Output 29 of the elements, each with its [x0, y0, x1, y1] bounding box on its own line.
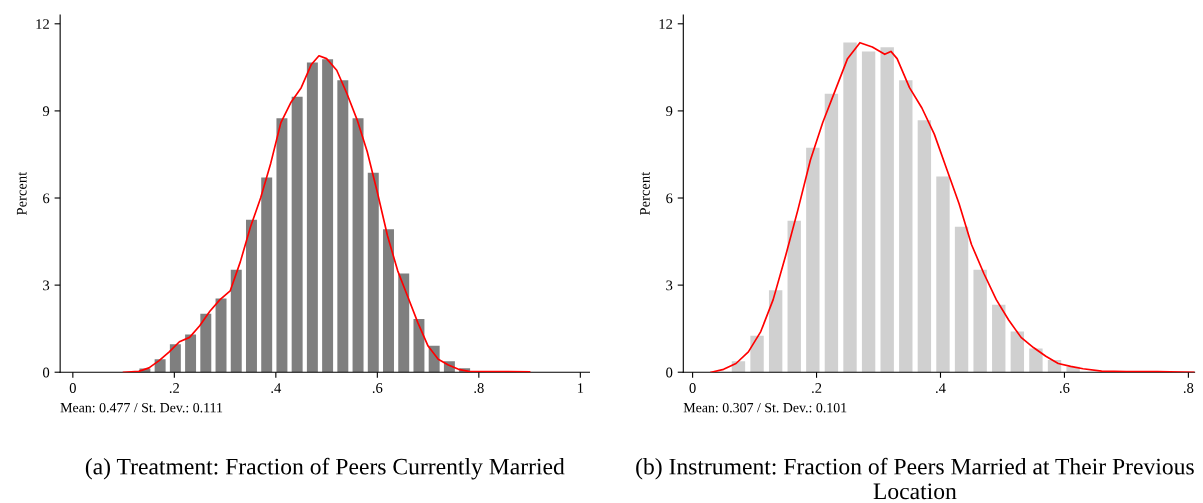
- y-tick-label: 6: [666, 193, 673, 204]
- x-tick-label: 0: [69, 383, 76, 393]
- x-tick-label: .4: [271, 383, 282, 393]
- y-axis-title: Percent: [640, 171, 650, 216]
- y-tick-label: 3: [43, 280, 50, 291]
- x-tick-label: 1: [577, 383, 584, 393]
- line-series: [710, 41, 1195, 373]
- text: Mean: 0.307 / St. Dev.: 0.101: [683, 402, 847, 413]
- y-tick-label: 9: [42, 106, 50, 117]
- y-axis-title: Percent: [16, 171, 27, 216]
- text: (a) Treatment: Fraction of Peers Currently Married: [85, 457, 565, 480]
- y-tick-label: 9: [666, 106, 673, 117]
- y-tick-label: 12: [36, 19, 49, 29]
- x-tick-label: .6: [372, 383, 383, 393]
- x-tick-label: .2: [169, 383, 179, 393]
- text: (b) Instrument: Fraction of Peers Married at Their Previous Location: [636, 457, 1194, 500]
- x-tick-label: .2: [812, 383, 822, 393]
- y-tick-label: 0: [43, 367, 50, 378]
- y-tick-label: 3: [666, 280, 673, 291]
- y-tick-label: 6: [43, 193, 50, 204]
- text: Mean: 0.477 / St. Dev.: 0.111: [60, 402, 223, 413]
- x-tick-label: .4: [935, 383, 946, 393]
- x-tick-label: .8: [474, 383, 484, 393]
- x-tick-label: .8: [1183, 383, 1194, 393]
- y-tick-label: 0: [666, 367, 673, 378]
- x-tick-label: .6: [1059, 383, 1070, 393]
- x-tick-label: 0: [689, 383, 696, 393]
- y-tick-label: 12: [659, 19, 673, 29]
- line-series: [122, 54, 531, 373]
